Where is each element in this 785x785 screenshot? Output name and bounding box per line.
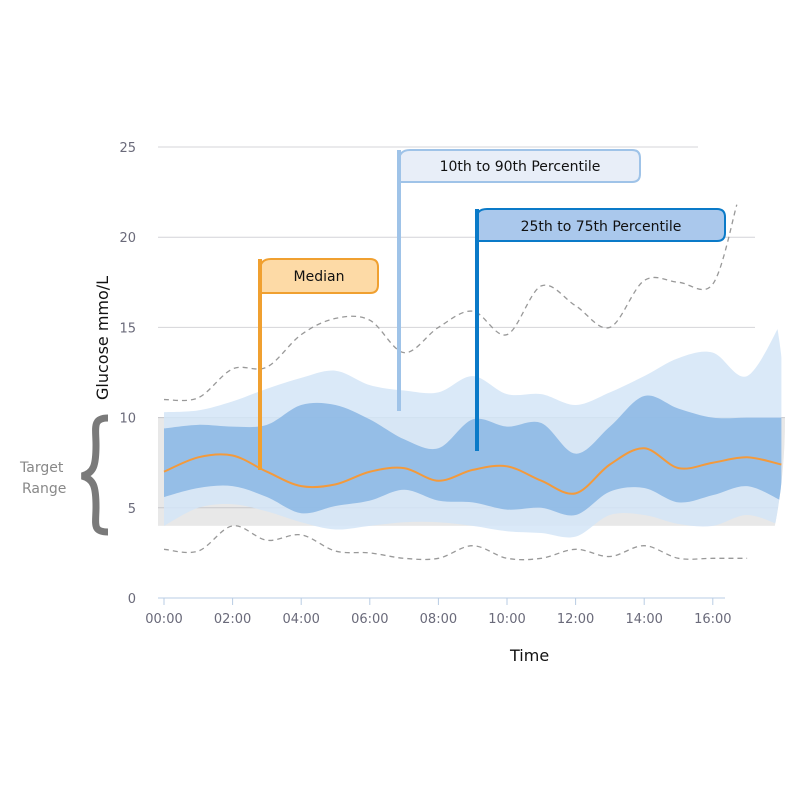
x-tick-label: 04:00 bbox=[282, 612, 319, 627]
x-tick-label: 00:00 bbox=[145, 612, 182, 627]
callouts: Median 10th to 90th Percentile 25th to 7… bbox=[258, 149, 726, 470]
y-tick-label: 20 bbox=[119, 231, 136, 246]
band-25-75 bbox=[164, 395, 782, 516]
brace-icon bbox=[80, 414, 109, 536]
y-tick-label: 15 bbox=[119, 321, 136, 336]
callout-25-75-text: 25th to 75th Percentile bbox=[521, 219, 682, 235]
x-tick-label: 16:00 bbox=[694, 612, 731, 627]
axes: 0 5 10 15 20 25 00:00 02:00 04:00 06:00 08:00 10:00… bbox=[119, 141, 731, 627]
y-tick-label: 5 bbox=[128, 502, 136, 517]
x-tick-label: 10:00 bbox=[488, 612, 525, 627]
x-axis-label: Time bbox=[509, 646, 549, 665]
target-range-label: Target Range bbox=[19, 414, 109, 536]
plot-area bbox=[158, 204, 785, 561]
x-tick-label: 12:00 bbox=[557, 612, 594, 627]
max-line bbox=[163, 204, 738, 402]
callout-10-90-text: 10th to 90th Percentile bbox=[440, 159, 601, 175]
callout-25-75: 25th to 75th Percentile bbox=[475, 208, 726, 451]
x-tick-label: 08:00 bbox=[420, 612, 457, 627]
y-tick-label: 10 bbox=[119, 412, 136, 427]
x-tick-label: 06:00 bbox=[351, 612, 388, 627]
y-tick-label: 0 bbox=[128, 592, 136, 607]
target-label-line1: Target bbox=[19, 460, 64, 476]
callout-median-text: Median bbox=[294, 269, 345, 285]
x-tick-label: 02:00 bbox=[214, 612, 251, 627]
median-line bbox=[163, 447, 782, 495]
y-axis-label: Glucose mmo/L bbox=[93, 276, 112, 400]
x-tick-label: 14:00 bbox=[625, 612, 662, 627]
callout-10-90: 10th to 90th Percentile bbox=[397, 149, 641, 411]
y-tick-label: 25 bbox=[119, 141, 136, 156]
callout-median: Median bbox=[258, 258, 379, 470]
target-label-line2: Range bbox=[22, 481, 66, 497]
min-line bbox=[163, 525, 748, 561]
